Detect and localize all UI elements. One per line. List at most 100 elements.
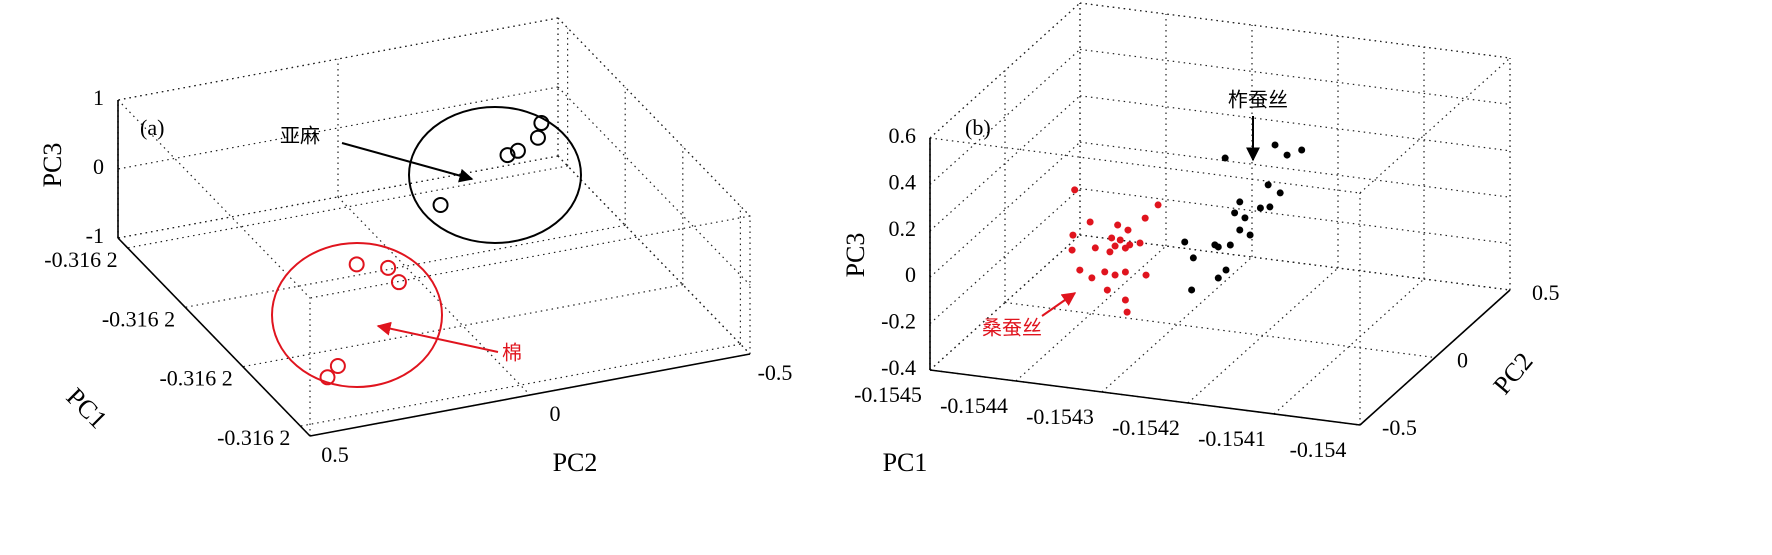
box-edge [1079,2,1511,59]
data-point [1111,271,1119,279]
grid-line [1101,256,1253,393]
grid-line [557,155,751,355]
data-point [1266,203,1274,211]
box-edge [1359,57,1511,194]
data-point [1222,266,1230,274]
grid-line [127,165,568,249]
panel-b: -0.4-0.200.20.40.6-0.1545 -0.1544 -0.1543-… [841,2,1560,477]
grid-line [337,196,531,396]
data-point [1236,198,1244,206]
annotation: 棉 [502,342,522,365]
data-point [1076,266,1084,274]
data-point [1108,234,1116,242]
x-axis [117,237,311,437]
z-tick-label: 0 [93,154,104,179]
cluster-ellipse [408,106,582,244]
data-point [1116,236,1124,244]
annotation: 桑蚕丝 [982,317,1042,340]
annotation: 亚麻 [280,125,320,148]
grid-line [242,284,683,368]
data-point [1142,271,1150,279]
x-tick-label: -0.154 [1290,437,1347,462]
axis-title: PC1 [61,382,113,434]
x-tick-label: -0.1544 [940,393,1008,418]
data-point [1236,226,1244,234]
data-point [1121,296,1129,304]
arrow [341,142,474,183]
data-point [1141,214,1149,222]
data-point [390,274,407,291]
axis-title: PC2 [553,448,598,477]
grid-line [185,224,626,308]
y-axis [309,353,751,437]
grid-line [929,234,1081,371]
grid-line [1015,245,1167,382]
x-tick-label: -0.316 2 [44,247,117,272]
y-tick-label: 0 [1457,348,1468,373]
box-edge [309,215,751,299]
z-tick-label: -0.2 [881,309,916,334]
y-tick-label: -0.5 [758,360,793,385]
grid-line [1079,2,1511,59]
annotations: 亚麻 棉 柞蚕丝 桑蚕丝 [271,89,1288,388]
data-point [499,147,516,164]
z-tick-label: 1 [93,85,104,110]
data-point [1121,268,1129,276]
y-tick-label: 0.5 [321,442,349,467]
grid-line [1273,278,1425,415]
data-point [329,358,346,375]
x-tick-label: -0.1541 [1198,426,1266,451]
box-edge [929,137,1361,194]
data-point [432,196,449,213]
z-tick-label: 0 [905,262,916,287]
axis-title: PC3 [38,143,67,188]
grid-line [1004,301,1436,359]
grid-line [1079,188,1511,245]
grid-line [929,48,1081,185]
x-tick-label: -0.1545 [854,382,922,407]
data-point [1221,154,1229,162]
panel-a: -1 0 1 -0.316 2 -0.316 2 -0.316 2 -0.316 2 -0.5… [38,17,793,477]
data-point [1136,239,1144,247]
data-point [1189,254,1197,262]
grid-line [929,188,1081,325]
data-point [348,256,365,273]
arrow [1041,292,1077,317]
data-point [1298,146,1306,154]
data-point [1283,151,1291,159]
z-tick-label: -0.4 [881,355,916,380]
data-point [1103,286,1111,294]
grid-line [929,141,1081,278]
z-tick-label: 0.6 [889,123,917,148]
data-point [1226,241,1234,249]
data-point [1181,238,1189,246]
x-axis [929,369,1361,426]
data-point [1114,221,1122,229]
grid-line [1079,234,1511,291]
data-point [1246,231,1254,239]
z-tick-label: 0.2 [889,216,917,241]
x-tick-label: -0.316 2 [217,425,290,450]
data-point [1276,189,1284,197]
data-point [1188,286,1196,294]
x-tick-label: -0.316 2 [159,366,232,391]
grid-line [1187,267,1339,404]
data-point [1214,274,1222,282]
axis-title: PC2 [1488,347,1539,400]
data-point [1256,204,1264,212]
y-tick-label: 0 [550,401,561,426]
data-point [1121,244,1129,252]
x-tick-label: -0.1542 [1112,415,1180,440]
y-tick-label: -0.5 [1382,415,1417,440]
x-tick-label: -0.1543 [1026,404,1094,429]
data-point [1111,242,1119,250]
panel-label: (a) [140,115,164,140]
panel-label: (b) [965,115,991,140]
grid-line [929,95,1081,232]
data-point [1124,226,1132,234]
grid-line [557,17,751,217]
data-point [529,129,546,146]
x-tick-label: -0.316 2 [102,306,175,331]
data-point [380,259,397,276]
